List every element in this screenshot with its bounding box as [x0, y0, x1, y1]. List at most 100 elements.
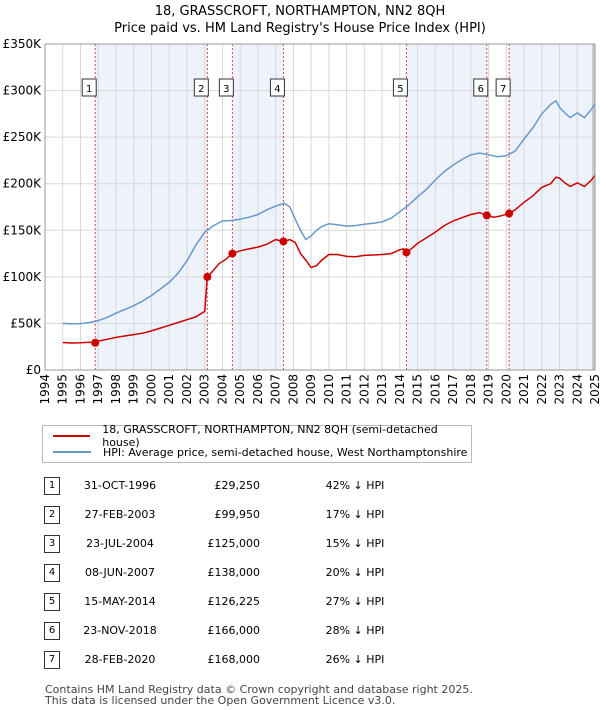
- sale-number-badge: 7: [44, 650, 60, 669]
- sale-date: 27-FEB-2003: [84, 508, 156, 521]
- y-tick-label: £300K: [3, 84, 43, 98]
- sale-hpi-diff: 15% ↓ HPI: [325, 537, 385, 550]
- sale-number-badge: 2: [44, 505, 60, 524]
- sale-number-badge: 3: [44, 534, 60, 553]
- sale-number-box: [193, 78, 209, 97]
- table-row: 7 28-FEB-2020 £168,000 26% ↓ HPI: [44, 645, 430, 674]
- sale-number-marker: 3: [218, 78, 234, 97]
- sale-date: 28-FEB-2020: [84, 653, 156, 666]
- sale-number-badge: 5: [44, 592, 60, 611]
- sale-date: 31-OCT-1996: [83, 479, 157, 492]
- x-tick-label: 1999: [127, 374, 141, 405]
- sale-number-label: 7: [500, 84, 506, 95]
- ownership-period-band: [509, 44, 595, 370]
- x-tick-label: 2019: [482, 374, 496, 405]
- sale-number-label: 3: [223, 84, 229, 95]
- x-tick-label: 2017: [446, 374, 460, 405]
- sale-number-box: [218, 78, 234, 97]
- sale-point: [402, 248, 411, 257]
- hpi-line: [62, 99, 596, 325]
- x-tick-label: 2001: [162, 374, 176, 405]
- price-chart: 1 2 3 4 5 6 7 £0 £50K £100K £150K £200K £250K £300K £3…: [3, 37, 600, 405]
- sale-number-marker: 7: [495, 78, 511, 97]
- footer-attribution: Contains HM Land Registry data © Crown c…: [45, 684, 473, 706]
- x-tick-label: 2006: [251, 374, 265, 405]
- sale-date: 08-JUN-2007: [84, 566, 156, 579]
- x-tick-label: 2013: [375, 374, 389, 405]
- x-tick-label: 2018: [464, 374, 478, 405]
- sale-hpi-diff: 20% ↓ HPI: [325, 566, 385, 579]
- x-tick-label: 1994: [38, 374, 52, 405]
- y-tick-label: £200K: [3, 177, 43, 191]
- sale-price: £126,225: [207, 595, 261, 608]
- footer-copyright: Contains HM Land Registry data © Crown c…: [45, 683, 473, 696]
- sale-point: [91, 338, 100, 347]
- sale-number-box: [495, 78, 511, 97]
- y-tick-label: £350K: [3, 37, 43, 51]
- legend-swatch-property: [53, 435, 91, 437]
- sales-table: 1 31-OCT-1996 £29,250 42% ↓ HPI 2 27-FEB…: [44, 471, 430, 674]
- ownership-period-band: [406, 44, 487, 370]
- x-tick-label: 2015: [411, 374, 425, 405]
- sale-number-label: 6: [478, 84, 484, 95]
- sale-point: [505, 209, 514, 218]
- table-row: 3 23-JUL-2004 £125,000 15% ↓ HPI: [44, 529, 430, 558]
- sale-price: £29,250: [214, 479, 261, 492]
- x-tick-label: 2023: [553, 374, 567, 405]
- legend-label-hpi: HPI: Average price, semi-detached house,…: [103, 445, 468, 459]
- legend-item-hpi: HPI: Average price, semi-detached house,…: [53, 444, 467, 460]
- property-price-line: [62, 174, 596, 344]
- legend-swatch-hpi: [53, 451, 91, 453]
- sale-number-badge: 1: [44, 476, 60, 495]
- sale-point: [203, 272, 212, 281]
- x-tick-label: 2005: [233, 374, 247, 405]
- y-tick-label: £50K: [10, 316, 42, 330]
- x-tick-label: 2011: [340, 374, 354, 405]
- sale-number-label: 1: [86, 84, 92, 95]
- sale-price: £166,000: [207, 624, 261, 637]
- legend-label-property: 18, GRASSCROFT, NORTHAMPTON, NN2 8QH (se…: [102, 423, 438, 449]
- sale-number-box: [81, 78, 97, 97]
- projection-hatch: [592, 44, 595, 370]
- table-row: 5 15-MAY-2014 £126,225 27% ↓ HPI: [44, 587, 430, 616]
- x-tick-label: 2010: [322, 374, 336, 405]
- x-tick-label: 2025: [588, 374, 600, 405]
- sale-number-marker: 1: [81, 78, 97, 97]
- x-tick-label: 2007: [269, 374, 283, 405]
- x-tick-label: 1998: [109, 374, 123, 405]
- sale-number-box: [392, 78, 408, 97]
- chart-title: 18, GRASSCROFT, NORTHAMPTON, NN2 8QH: [154, 4, 446, 19]
- sale-point: [279, 237, 288, 246]
- sale-date: 23-NOV-2018: [83, 624, 157, 637]
- sale-number-marker: 5: [392, 78, 408, 97]
- x-tick-label: 2024: [570, 374, 584, 405]
- x-tick-label: 2008: [286, 374, 300, 405]
- x-tick-label: 1996: [73, 374, 87, 405]
- footer-licence: This data is licensed under the Open Gov…: [45, 694, 396, 707]
- y-tick-label: £250K: [3, 130, 43, 144]
- table-row: 1 31-OCT-1996 £29,250 42% ↓ HPI: [44, 471, 430, 500]
- plot-frame: [44, 43, 596, 371]
- sale-number-marker: 2: [193, 78, 209, 97]
- table-row: 6 23-NOV-2018 £166,000 28% ↓ HPI: [44, 616, 430, 645]
- x-tick-label: 2002: [180, 374, 194, 405]
- sale-hpi-diff: 27% ↓ HPI: [325, 595, 385, 608]
- x-tick-label: 2003: [198, 374, 212, 405]
- sale-price: £125,000: [207, 537, 261, 550]
- table-row: 2 27-FEB-2003 £99,950 17% ↓ HPI: [44, 500, 430, 529]
- y-tick-label: £100K: [3, 270, 43, 284]
- sale-number-label: 2: [198, 84, 204, 95]
- sale-date: 15-MAY-2014: [84, 595, 156, 608]
- sale-number-label: 5: [397, 84, 403, 95]
- sale-number-badge: 6: [44, 621, 60, 640]
- x-tick-label: 2016: [428, 374, 442, 405]
- sale-price: £168,000: [207, 653, 261, 666]
- sale-point: [482, 211, 491, 220]
- x-tick-label: 2021: [517, 374, 531, 405]
- sale-number-box: [473, 78, 489, 97]
- sale-hpi-diff: 28% ↓ HPI: [325, 624, 385, 637]
- legend-item-property: 18, GRASSCROFT, NORTHAMPTON, NN2 8QH (se…: [53, 423, 471, 449]
- table-row: 4 08-JUN-2007 £138,000 20% ↓ HPI: [44, 558, 430, 587]
- sale-point: [228, 249, 237, 258]
- chart-legend: 18, GRASSCROFT, NORTHAMPTON, NN2 8QH (se…: [42, 423, 472, 463]
